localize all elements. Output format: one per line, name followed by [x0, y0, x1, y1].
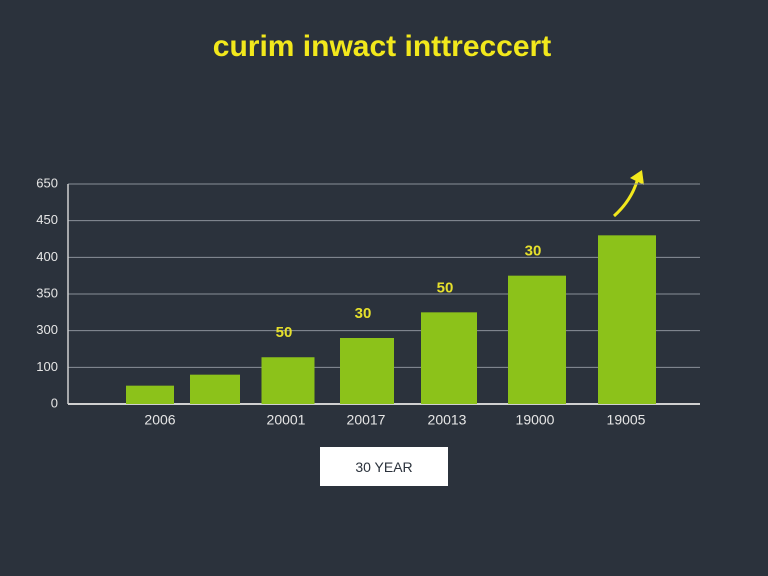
- bar: [261, 357, 315, 404]
- y-tick-label: 100: [36, 359, 58, 374]
- chart-title: curim inwact inttreccert: [213, 30, 551, 63]
- period-button[interactable]: 30 YEAR: [320, 447, 448, 486]
- y-tick-label: 650: [36, 175, 58, 190]
- y-tick-label: 400: [36, 249, 58, 264]
- x-tick-label: 20017: [347, 412, 386, 428]
- bar: [421, 312, 477, 404]
- y-tick-label: 0: [51, 395, 58, 410]
- annotation: 30: [525, 243, 542, 260]
- y-tick-label: 300: [36, 322, 58, 337]
- x-tick-label: 19005: [607, 412, 646, 428]
- y-tick-label: 450: [36, 212, 58, 227]
- bar: [126, 385, 174, 404]
- bar: [598, 235, 656, 404]
- bar: [508, 275, 566, 404]
- x-tick-label: 2006: [144, 412, 175, 428]
- bar: [190, 374, 240, 404]
- x-tick-label: 19000: [516, 412, 555, 428]
- trend-arrow-head: [630, 170, 644, 185]
- x-tick-label: 20013: [428, 412, 467, 428]
- annotation: 30: [355, 305, 372, 322]
- annotation: 50: [276, 324, 293, 341]
- annotation: 50: [437, 279, 454, 296]
- bar: [340, 338, 394, 404]
- x-tick-label: 20001: [267, 412, 306, 428]
- trend-arrow: [613, 177, 640, 218]
- y-tick-label: 350: [36, 285, 58, 300]
